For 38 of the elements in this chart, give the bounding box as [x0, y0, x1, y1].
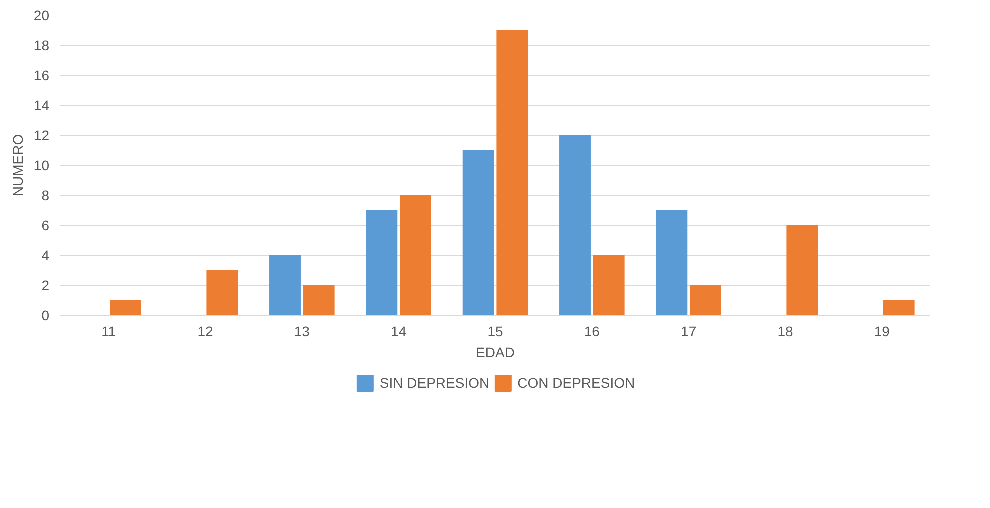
bar [110, 300, 142, 316]
x-tick-label: 19 [874, 324, 890, 340]
bar [462, 150, 494, 316]
y-tick-label: 18 [34, 38, 50, 54]
bar [366, 210, 398, 316]
bar [656, 210, 688, 316]
x-tick-label: 18 [778, 324, 794, 340]
y-tick-label: 12 [34, 128, 50, 144]
x-tick-label: 15 [488, 324, 504, 340]
y-tick-label: 20 [34, 8, 50, 24]
y-tick-label: 16 [34, 68, 50, 84]
x-tick-label: 12 [198, 324, 214, 340]
bar [690, 285, 722, 316]
bar [560, 135, 591, 316]
bar [400, 195, 432, 316]
y-tick-label: 14 [34, 98, 50, 114]
x-axis-title: EDAD [476, 344, 515, 360]
x-tick-label: 17 [681, 324, 697, 340]
bar [270, 255, 301, 316]
y-tick-label: 6 [42, 218, 50, 234]
legend-label: CON DEPRESION [518, 375, 636, 391]
y-tick-label: 10 [34, 158, 50, 174]
y-tick-label: 8 [42, 188, 50, 204]
bar [206, 270, 238, 316]
x-tick-label: 14 [391, 324, 407, 340]
y-tick-label: 4 [42, 248, 50, 264]
y-tick-label: 2 [42, 278, 50, 294]
bar [786, 225, 818, 316]
y-axis-title: NUMERO [10, 134, 26, 197]
legend-label: SIN DEPRESION [380, 375, 490, 391]
x-tick-label: 13 [294, 324, 310, 340]
bar [496, 30, 528, 316]
bar [593, 255, 625, 316]
bar [303, 285, 335, 316]
x-tick-label: 11 [102, 324, 116, 340]
bar [883, 300, 915, 316]
x-tick-label: 16 [584, 324, 600, 340]
y-tick-label: 0 [42, 308, 50, 324]
